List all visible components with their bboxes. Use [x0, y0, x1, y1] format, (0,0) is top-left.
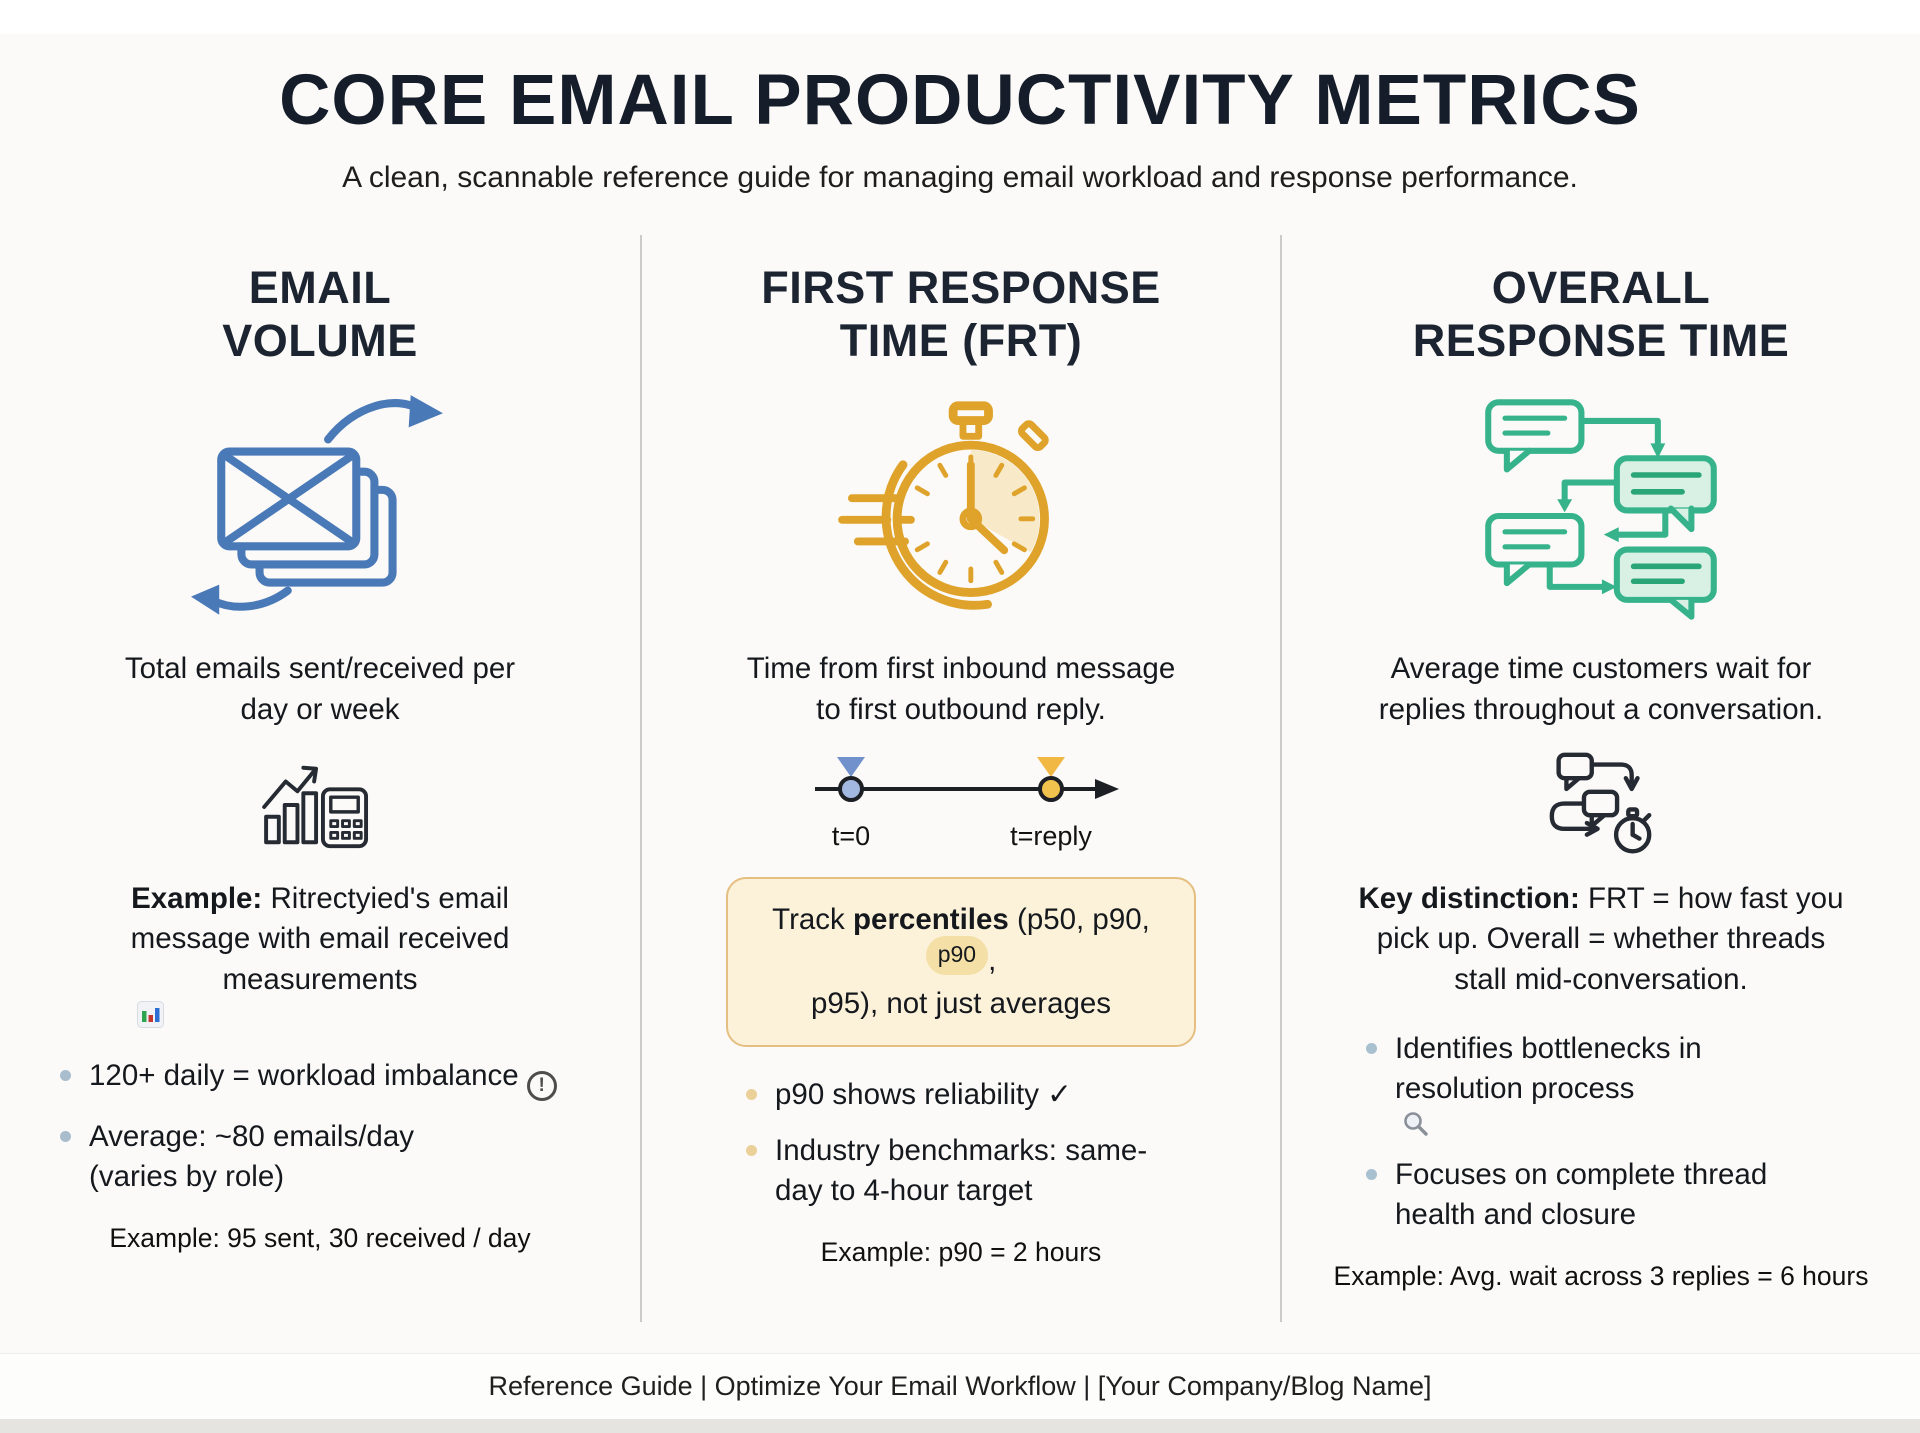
list-item: Industry benchmarks: same- day to 4-hour…: [746, 1131, 1176, 1211]
footnote: Example: 95 sent, 30 received / day: [109, 1222, 531, 1253]
column-title-line2: TIME (FRT): [839, 315, 1083, 367]
bullet-text: p90 shows reliability ✓: [775, 1078, 1072, 1111]
percentiles-highlight-box: Track percentiles (p50, p90, p90, p95), …: [726, 876, 1196, 1047]
example-paragraph: Example: Ritrectyied's email message wit…: [130, 879, 510, 1028]
bullet-text: Industry benchmarks: same- day to 4-hour…: [775, 1134, 1148, 1208]
magnifier-icon: [1404, 1112, 1428, 1136]
list-item: 120+ daily = workload imbalance!: [60, 1056, 580, 1101]
p90-badge: p90: [925, 936, 989, 976]
bullet-dot-icon: [60, 1130, 71, 1142]
list-item: Focuses on complete thread health and cl…: [1366, 1155, 1836, 1235]
bullet-text: Identifies bottlenecks in resolution pro…: [1395, 1029, 1702, 1139]
bullet-list: Identifies bottlenecks in resolution pro…: [1366, 1029, 1836, 1235]
timeline-start-label: t=0: [831, 820, 871, 851]
bullet-text-value: Identifies bottlenecks in resolution pro…: [1395, 1031, 1702, 1105]
bullet-text: Focuses on complete thread health and cl…: [1395, 1157, 1768, 1232]
column-title-line1: EMAIL: [248, 262, 392, 313]
list-item: p90 shows reliability ✓: [746, 1075, 1176, 1115]
metric-description: Average time customers wait for replies …: [1378, 652, 1824, 726]
footer-credit: Reference Guide | Optimize Your Email Wo…: [0, 1353, 1920, 1419]
key-distinction-paragraph: Key distinction: FRT = how fast you pick…: [1359, 879, 1844, 1001]
column-title: EMAIL VOLUME: [222, 261, 418, 367]
column-first-response-time: FIRST RESPONSE TIME (FRT): [640, 235, 1280, 1323]
page-subtitle: A clean, scannable reference guide for m…: [342, 161, 1578, 194]
key-distinction-text: FRT = how fast you pick up. Overall = wh…: [1376, 881, 1844, 996]
bottom-strip: [0, 1419, 1920, 1433]
example-label: Example:: [131, 881, 263, 915]
column-title-line2: RESPONSE TIME: [1412, 315, 1790, 367]
timeline-end-label: t=reply: [1010, 820, 1092, 851]
highlight-bold: percentiles: [853, 902, 1009, 936]
column-overall-response-time: OVERALL RESPONSE TIME: [1280, 235, 1920, 1323]
bullet-text: Average: ~80 emails/day (varies by role): [89, 1119, 414, 1193]
list-item: Identifies bottlenecks in resolution pro…: [1366, 1029, 1836, 1139]
column-title: FIRST RESPONSE TIME (FRT): [761, 261, 1161, 367]
alert-glyph: !: [538, 1074, 545, 1096]
column-title: OVERALL RESPONSE TIME: [1413, 261, 1790, 367]
bullet-dot-icon: [1366, 1042, 1377, 1054]
bullet-dot-icon: [60, 1069, 71, 1081]
column-title-line2: VOLUME: [222, 315, 418, 367]
column-email-volume: EMAIL VOLUME Total emails sent/received …: [0, 235, 640, 1322]
bullet-list: p90 shows reliability ✓ Industry benchma…: [746, 1075, 1176, 1211]
footnote: Example: p90 = 2 hours: [820, 1237, 1102, 1268]
metric-description: Time from first inbound message to first…: [746, 652, 1176, 726]
frt-timeline-diagram: t=0 t=reply: [751, 749, 1171, 857]
top-strip: [0, 0, 1920, 34]
metric-description: Total emails sent/received per day or we…: [124, 652, 516, 726]
bullet-dot-icon: [746, 1145, 757, 1157]
bullet-list: 120+ daily = workload imbalance! Average…: [60, 1056, 580, 1197]
bullet-text-value: 120+ daily = workload imbalance: [89, 1058, 519, 1092]
bullet-dot-icon: [746, 1089, 757, 1100]
highlight-lead: Track: [772, 902, 854, 936]
conversation-flow-icon: [1475, 393, 1727, 625]
highlight-tail: , p95), not just averages: [810, 944, 1112, 1021]
page-title: CORE EMAIL PRODUCTIVITY METRICS: [279, 61, 1641, 140]
bar-chart-emoji-icon: [136, 1000, 164, 1028]
metric-columns: EMAIL VOLUME Total emails sent/received …: [0, 235, 1920, 1323]
example-text: Ritrectyied's email message with email r…: [130, 881, 510, 996]
bullet-text: 120+ daily = workload imbalance!: [89, 1056, 557, 1101]
key-distinction-label: Key distinction:: [1358, 881, 1580, 915]
highlight-mid: (p50, p90,: [1008, 902, 1150, 936]
column-title-line1: OVERALL: [1491, 262, 1711, 313]
list-item: Average: ~80 emails/day (varies by role): [60, 1117, 580, 1197]
alert-circle-icon: !: [526, 1070, 557, 1101]
sent-received-emails-icon: [189, 393, 451, 625]
bar-chart-calculator-icon: [256, 753, 384, 857]
thread-clock-icon: [1535, 752, 1667, 857]
footnote: Example: Avg. wait across 3 replies = 6 …: [1333, 1261, 1869, 1292]
bullet-dot-icon: [1366, 1168, 1377, 1180]
column-title-line1: FIRST RESPONSE: [761, 262, 1161, 313]
stopwatch-icon: [838, 393, 1084, 625]
